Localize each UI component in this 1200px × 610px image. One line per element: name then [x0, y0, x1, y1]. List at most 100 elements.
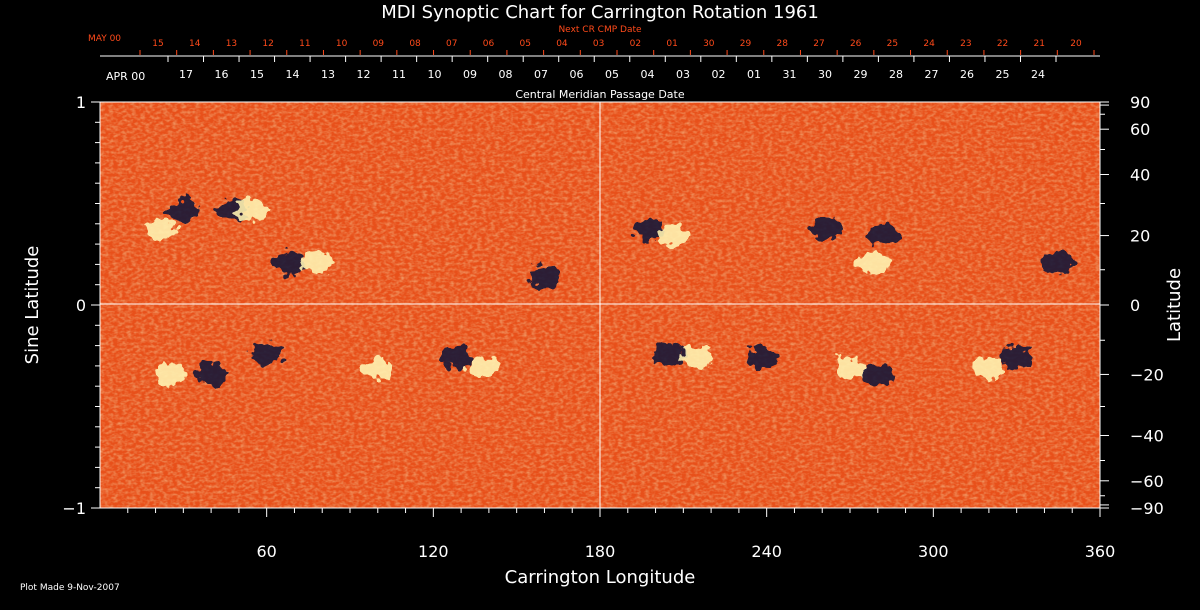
next-cmp-date-label: 13	[226, 39, 237, 49]
negative-polarity-region	[167, 198, 200, 221]
next-cmp-date-label: 04	[556, 39, 568, 49]
negative-polarity-region	[861, 363, 894, 386]
next-cmp-date-label: 02	[630, 39, 641, 49]
y-axis-left-label: Sine Latitude	[22, 246, 43, 365]
cmp-date-label: 31	[783, 68, 797, 81]
y-right-tick-label: 60	[1130, 120, 1150, 139]
cmp-date-label: 10	[428, 68, 442, 81]
cmp-date-label: 08	[499, 68, 513, 81]
next-cmp-date-label: 12	[262, 39, 273, 49]
negative-polarity-region	[528, 265, 561, 288]
cmp-date-label: 24	[1031, 68, 1045, 81]
x-tick-label: 60	[256, 542, 276, 561]
y-right-tick-label: −40	[1130, 426, 1164, 445]
cmp-date-label: 29	[854, 68, 868, 81]
cmp-date-label: 30	[818, 68, 832, 81]
x-axis: 60 120 180 240 300 360	[127, 508, 1116, 561]
negative-polarity-region	[811, 217, 844, 240]
negative-polarity-region	[250, 343, 283, 366]
x-tick-label: 300	[918, 542, 949, 561]
cmp-month-label: APR 00	[106, 70, 145, 83]
y-right-tick-label: 90	[1130, 93, 1150, 112]
next-cmp-date-label: 03	[593, 39, 604, 49]
y-left-tick-label: 0	[76, 296, 86, 315]
next-cmp-axis: 15 14 13 12 11 10 09 08 07 06 05 04 03 02 01 30 29 28 27 26…	[139, 39, 1095, 55]
next-cmp-date-label: 20	[1070, 39, 1082, 49]
next-cmp-date-label: 01	[666, 39, 677, 49]
cmp-date-label: 02	[712, 68, 726, 81]
cmp-date-label: 14	[286, 68, 300, 81]
next-cmp-date-label: 29	[740, 39, 752, 49]
y-right-tick-label: 40	[1130, 166, 1150, 185]
y-axis-left: 1 0 −1	[62, 93, 100, 518]
next-cmp-date-label: 27	[813, 39, 824, 49]
next-cmp-axis-label: Next CR CMP Date	[558, 25, 642, 35]
cmp-date-label: 12	[357, 68, 371, 81]
next-cmp-date-label: 25	[887, 39, 898, 49]
next-cmp-date-label: 15	[152, 39, 163, 49]
cmp-date-label: 26	[960, 68, 974, 81]
next-cmp-date-label: 28	[777, 39, 789, 49]
negative-polarity-region	[1042, 251, 1075, 274]
next-cmp-date-label: 26	[850, 39, 862, 49]
cmp-date-label: 05	[605, 68, 619, 81]
positive-polarity-region	[153, 363, 186, 386]
positive-polarity-region	[834, 356, 866, 379]
y-right-tick-label: −20	[1130, 365, 1164, 384]
negative-polarity-region	[195, 363, 228, 386]
positive-polarity-region	[300, 251, 333, 274]
cmp-date-label: 27	[925, 68, 939, 81]
y-right-tick-label: −60	[1130, 472, 1164, 491]
cmp-date-label: 03	[676, 68, 690, 81]
positive-polarity-region	[681, 346, 714, 369]
cmp-date-label: 13	[321, 68, 335, 81]
cmp-axis-label: Central Meridian Passage Date	[515, 88, 684, 101]
negative-polarity-region	[272, 251, 305, 274]
next-cmp-date-label: 21	[1034, 39, 1045, 49]
negative-polarity-region	[745, 346, 778, 369]
next-cmp-date-label: 11	[299, 39, 310, 49]
positive-polarity-region	[236, 198, 269, 221]
x-tick-label: 180	[585, 542, 616, 561]
positive-polarity-region	[361, 356, 394, 379]
positive-polarity-region	[145, 217, 178, 240]
active-regions	[145, 198, 1075, 386]
cmp-date-label: 04	[641, 68, 655, 81]
x-tick-label: 360	[1085, 542, 1116, 561]
next-cmp-month-label: MAY 00	[88, 34, 121, 44]
cmp-date-label: 06	[570, 68, 584, 81]
y-right-tick-label: 0	[1130, 296, 1140, 315]
positive-polarity-region	[972, 356, 1005, 379]
chart-title: MDI Synoptic Chart for Carrington Rotati…	[381, 2, 819, 23]
x-tick-label: 120	[418, 542, 449, 561]
cmp-date-label: 16	[215, 68, 229, 81]
next-cmp-date-label: 09	[373, 39, 385, 49]
next-cmp-date-label: 07	[446, 39, 457, 49]
positive-polarity-region	[656, 224, 689, 247]
next-cmp-date-label: 24	[923, 39, 935, 49]
y-axis-right: 90 60 40 20 0 −20 −40 −60 −90	[1100, 93, 1164, 518]
next-cmp-date-label: 22	[997, 39, 1008, 49]
y-axis-right-label: Latitude	[1164, 268, 1185, 342]
next-cmp-date-label: 08	[409, 39, 421, 49]
y-left-tick-label: 1	[76, 93, 86, 112]
cmp-axis: 17 16 15 14 13 12 11 10 09 08 07 06 05 04 03 02 01 31 30 29…	[167, 56, 1057, 81]
positive-polarity-region	[467, 356, 500, 379]
next-cmp-date-label: 06	[483, 39, 495, 49]
negative-polarity-region	[439, 346, 472, 369]
cmp-date-label: 15	[250, 68, 264, 81]
next-cmp-date-label: 14	[189, 39, 201, 49]
next-cmp-date-label: 10	[336, 39, 348, 49]
y-right-tick-label: −90	[1130, 499, 1164, 518]
cmp-date-label: 25	[996, 68, 1010, 81]
negative-polarity-region	[653, 343, 686, 366]
negative-polarity-region	[1000, 346, 1033, 369]
positive-polarity-region	[856, 251, 889, 274]
cmp-date-label: 28	[889, 68, 903, 81]
y-left-tick-label: −1	[62, 499, 86, 518]
next-cmp-date-label: 23	[960, 39, 971, 49]
cmp-date-label: 01	[747, 68, 761, 81]
next-cmp-date-label: 05	[519, 39, 530, 49]
plot-made-footer: Plot Made 9-Nov-2007	[20, 583, 120, 593]
